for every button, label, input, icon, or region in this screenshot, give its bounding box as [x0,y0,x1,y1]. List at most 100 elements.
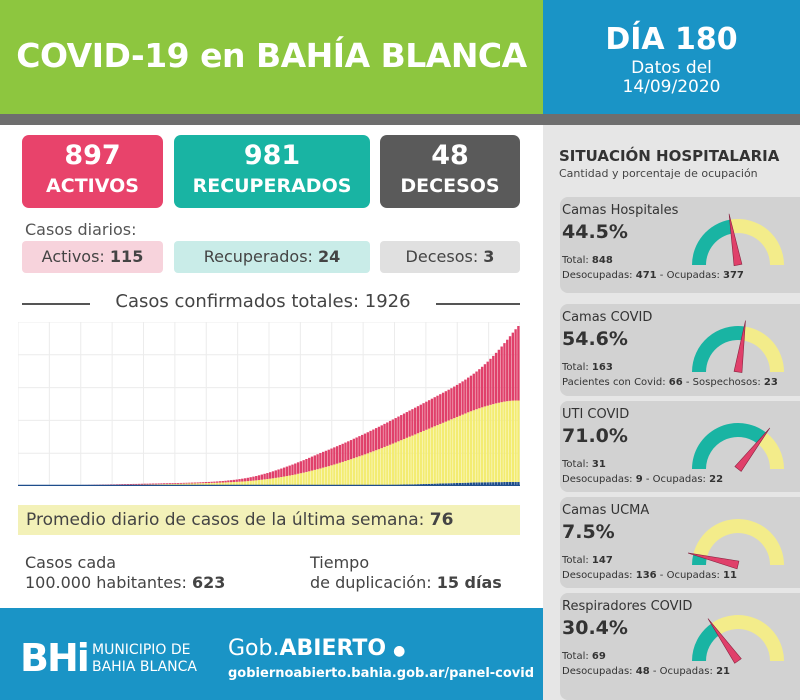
chart-bar [436,395,439,426]
daily-decesos-label: Decesos: [405,247,479,266]
chart-bar [260,474,263,480]
chart-bar [277,477,280,486]
chart-bar [277,469,280,478]
chart-bar [394,442,397,485]
chart-bar [455,483,459,486]
chart-bar [154,483,158,485]
chart-bar [500,482,503,486]
chart-bar [391,419,395,444]
chart-bar [126,484,130,485]
chart-bar [282,467,286,477]
chart-bar [386,445,389,485]
chart-bar [288,465,291,476]
chart-bar [305,459,308,472]
chart-bar [458,383,462,416]
card-total: Total: 147 [562,555,613,566]
chart-bar [478,408,481,483]
chart-bar [427,428,431,484]
occupancy-gauge [688,519,784,570]
panel-url-link[interactable]: gobiernoabierto.bahia.gob.ar/panel-covid [228,666,535,681]
chart-bar [430,398,434,428]
chart-bar [369,452,372,486]
chart-bar [252,476,255,481]
chart-bar [193,482,197,484]
chart-bar [143,483,146,485]
chart-bar [458,415,462,483]
card-total: Total: 848 [562,255,613,266]
chart-bar [497,402,501,483]
chart-bar [341,461,344,486]
chart-bar [511,482,514,486]
chart-bar [213,482,216,486]
card-name: Camas COVID [562,310,653,325]
chart-bar [517,482,520,486]
chart-bar [400,415,403,441]
chart-bar [319,468,322,486]
gauge-segment [742,326,784,372]
gauge-segment [692,219,733,265]
chart-bar [363,454,367,486]
chart-bar [294,463,297,475]
chart-bar [472,410,475,483]
card-name: Respiradores COVID [562,599,693,614]
chart-bar [464,379,467,414]
chart-bar [218,482,222,486]
speech-bubble-icon: ● [393,643,406,659]
chart-bar [464,482,467,486]
chart-bar [472,373,475,411]
chart-bar [467,412,470,483]
cases-per-100k-line2: 100.000 habitantes: [25,573,187,592]
chart-bar [163,483,166,485]
chart-bar [483,406,487,483]
chart-bar [269,472,272,479]
chart-bar [400,440,403,485]
chart-bar [227,480,230,483]
recuperados-box: 981 RECUPERADOS [174,135,370,208]
chart-bar [296,462,300,474]
gauge-segment [692,623,720,661]
daily-activos-value: 115 [109,247,144,266]
chart-bar [129,484,132,485]
chart-bar [274,470,277,478]
card-name: Camas Hospitales [562,203,679,218]
header-banner: COVID-19 en BAHÍA BLANCA [0,0,543,114]
chart-bar [480,366,484,408]
chart-bar [380,425,383,449]
chart-bar [347,441,350,461]
cases-per-100k-value: 623 [191,573,226,592]
doubling-time-line2: de duplicación: [310,573,432,592]
chart-bar [243,478,247,482]
chart-bar [464,413,467,483]
gauge-needle [728,213,743,267]
chart-bar [455,416,459,484]
chart-bar [229,480,233,483]
chart-bar [257,475,261,481]
chart-bar [411,435,414,485]
chart-bar [483,482,487,486]
chart-bar [489,358,492,405]
chart-bar [188,482,191,484]
hospital-card: Respiradores COVID 30.4% Total: 69 Desocupa… [560,593,800,700]
chart-bar [299,461,303,474]
chart-bar [363,433,367,455]
chart-bar [388,420,392,445]
chart-bar [249,480,252,486]
chart-bar [383,423,386,447]
card-percentage: 71.0% [562,425,628,447]
chart-bar [302,472,305,486]
chart-bar [361,434,364,456]
chart-bar [269,478,272,486]
chart-bar [489,404,492,483]
chart-bar [380,448,383,485]
card-percentage: 30.4% [562,617,628,639]
chart-bar [503,401,506,483]
chart-bar [335,463,339,486]
chart-bar [483,364,487,407]
chart-bar [444,391,448,422]
chart-bar [372,451,375,486]
chart-bar [492,482,495,486]
card-name: Camas UCMA [562,503,650,518]
chart-bar [422,430,425,484]
chart-bar [405,412,409,438]
chart-bar [266,473,269,480]
